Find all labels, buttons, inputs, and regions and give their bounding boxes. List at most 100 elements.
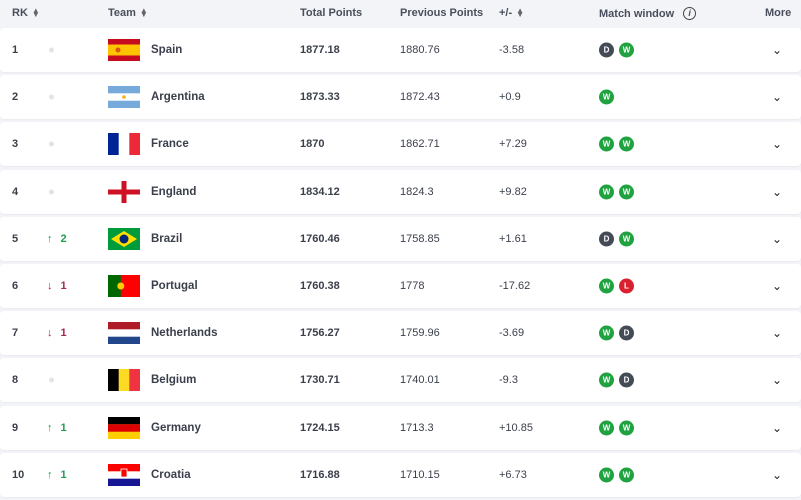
arrow-up-icon: ↑	[47, 421, 53, 434]
chevron-down-icon[interactable]: ⌄	[772, 420, 783, 435]
previous-points: 1872.43	[400, 91, 440, 104]
sort-rank[interactable]: RK ▲ ▼	[12, 7, 40, 20]
flag-icon-croatia	[108, 463, 140, 486]
team-name[interactable]: Portugal	[151, 280, 198, 292]
rank: 10	[12, 468, 25, 481]
chevron-down-icon[interactable]: ⌄	[772, 137, 783, 152]
diff-header: +/-	[499, 7, 513, 19]
rank-change: ↑ 1	[47, 422, 67, 434]
arrow-down-icon: ↓	[47, 280, 53, 292]
sort-icon: ▲ ▼	[516, 6, 525, 19]
rank: 4	[12, 185, 19, 198]
info-icon[interactable]: i	[683, 7, 697, 20]
team-name[interactable]: Argentina	[151, 91, 205, 104]
chevron-down-icon[interactable]: ⌄	[772, 231, 783, 246]
total-points: 1760.46	[300, 232, 340, 245]
chevron-down-icon[interactable]: ⌄	[772, 90, 783, 105]
points-diff: +9.82	[499, 185, 527, 198]
points-diff: -17.62	[499, 280, 531, 292]
match-result-badge: W	[619, 231, 634, 247]
flag-icon-france	[108, 133, 140, 156]
previous-points: 1713.3	[400, 421, 434, 434]
rank-header: RK	[12, 7, 28, 19]
total-points: 1870	[300, 138, 325, 151]
match-window-header: Match window i	[599, 7, 697, 20]
match-result-badge: D	[599, 231, 614, 247]
match-result-badge: D	[619, 372, 634, 388]
rank-change: ↑ 1	[47, 469, 67, 481]
table-row[interactable]: 2 Argentina 1873.33 1872.43 +0.9 W ⌄	[0, 75, 801, 120]
chevron-down-icon[interactable]: ⌄	[772, 279, 783, 293]
table-header: RK ▲ ▼ Team ▲ ▼ Total Points Previous Points…	[0, 0, 801, 26]
chevron-down-icon[interactable]: ⌄	[772, 184, 783, 199]
flag-icon-netherlands	[108, 322, 140, 345]
total-points: 1877.18	[300, 44, 340, 56]
previous-points-header: Previous Points	[400, 7, 484, 19]
match-result-badge: W	[599, 420, 614, 436]
team-name[interactable]: Germany	[151, 421, 201, 434]
total-points: 1716.88	[300, 468, 340, 481]
points-diff: +1.61	[499, 232, 527, 245]
no-change-icon	[49, 189, 54, 195]
total-points: 1724.15	[300, 421, 340, 434]
previous-points: 1824.3	[400, 185, 434, 198]
more-header: More	[765, 7, 792, 19]
total-points: 1730.71	[300, 374, 340, 387]
previous-points: 1759.96	[400, 327, 440, 340]
team-name[interactable]: Spain	[151, 44, 183, 56]
rank-change-value: 2	[60, 232, 67, 245]
flag-icon-spain	[108, 39, 140, 61]
team-name[interactable]: Belgium	[151, 374, 197, 387]
total-points: 1756.27	[300, 327, 340, 340]
flag-icon-argentina	[108, 86, 140, 109]
match-result-badge: W	[619, 467, 634, 483]
match-result-badge: W	[619, 420, 634, 436]
team-name[interactable]: England	[151, 185, 197, 198]
chevron-down-icon[interactable]: ⌄	[772, 326, 783, 341]
rank: 7	[12, 327, 19, 340]
team-name[interactable]: Croatia	[151, 468, 191, 481]
chevron-down-icon[interactable]: ⌄	[772, 43, 783, 57]
sort-diff[interactable]: +/- ▲ ▼	[499, 6, 525, 20]
points-diff: +7.29	[499, 138, 527, 151]
team-name[interactable]: Netherlands	[151, 327, 218, 340]
sort-icon: ▲ ▼	[139, 6, 148, 19]
match-result-badge: D	[599, 42, 614, 58]
flag-icon-germany	[108, 416, 140, 439]
team-name[interactable]: Brazil	[151, 232, 183, 245]
previous-points: 1778	[400, 280, 425, 292]
team-name[interactable]: France	[151, 138, 189, 151]
rank-change: ↑ 2	[47, 233, 67, 245]
points-diff: +6.73	[499, 468, 527, 481]
flag-icon-portugal	[108, 275, 140, 297]
previous-points: 1710.15	[400, 468, 440, 481]
total-points: 1760.38	[300, 280, 340, 292]
points-diff: -3.69	[499, 327, 525, 340]
flag-icon-england	[108, 180, 140, 203]
arrow-up-icon: ↑	[47, 468, 53, 481]
chevron-down-icon[interactable]: ⌄	[772, 467, 783, 482]
points-diff: -3.58	[499, 44, 525, 56]
sort-team[interactable]: Team ▲ ▼	[108, 6, 148, 20]
flag-icon-brazil	[108, 227, 140, 250]
chevron-down-icon[interactable]: ⌄	[772, 373, 783, 388]
no-change-icon	[49, 94, 54, 100]
match-result-badge: W	[619, 42, 634, 58]
rank: 2	[12, 91, 19, 104]
rank-change-value: 1	[60, 280, 67, 292]
